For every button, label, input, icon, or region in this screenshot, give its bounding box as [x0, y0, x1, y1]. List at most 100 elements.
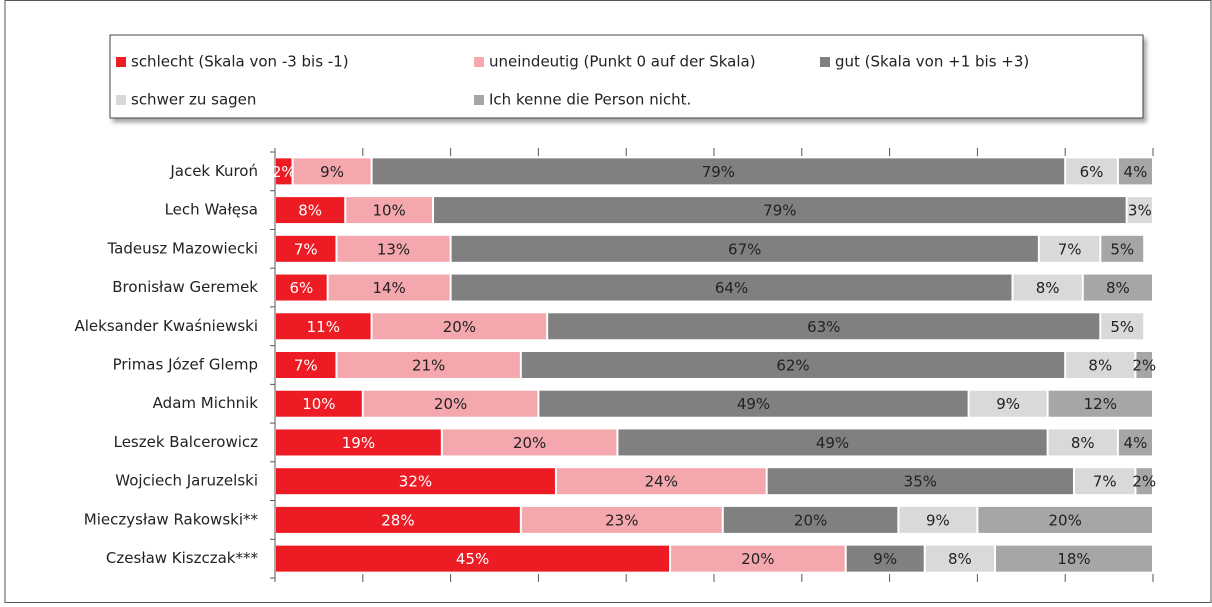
- value-label: 20%: [741, 550, 774, 568]
- value-label: 9%: [320, 163, 344, 181]
- value-label: 7%: [1093, 473, 1117, 491]
- bar-segment: [1013, 274, 1082, 301]
- legend-label: uneindeutig (Punkt 0 auf der Skala): [489, 53, 756, 71]
- legend-label: Ich kenne die Person nicht.: [489, 91, 691, 109]
- y-tick-label: Leszek Balcerowicz: [114, 433, 259, 451]
- value-label: 14%: [372, 279, 405, 297]
- y-tick-label: Bronisław Geremek: [112, 278, 258, 296]
- bar-segment: [1039, 235, 1100, 262]
- value-label: 7%: [294, 240, 318, 258]
- bar-segment: [1048, 390, 1152, 417]
- value-label: 20%: [443, 318, 476, 336]
- bar-segment: [434, 197, 1126, 224]
- value-label: 67%: [728, 240, 761, 258]
- y-tick-label: Czesław Kiszczak***: [106, 549, 259, 567]
- legend-swatch: [474, 95, 484, 105]
- value-label: 20%: [794, 511, 827, 529]
- legend-label: schwer zu sagen: [131, 91, 256, 109]
- bar-segment: [767, 468, 1073, 495]
- value-label: 8%: [1071, 434, 1095, 452]
- value-label: 10%: [372, 202, 405, 220]
- bar-segment: [451, 274, 1012, 301]
- y-tick-label: Tadeusz Mazowiecki: [106, 239, 258, 257]
- y-tick-label: Adam Michnik: [153, 394, 259, 412]
- value-label: 63%: [807, 318, 840, 336]
- value-label: 6%: [1080, 163, 1104, 181]
- value-label: 45%: [456, 550, 489, 568]
- value-label: 8%: [1088, 357, 1112, 375]
- bar-segment: [276, 197, 345, 224]
- value-label: 21%: [412, 357, 445, 375]
- bar-segment: [363, 390, 538, 417]
- bar-segment: [1136, 352, 1152, 378]
- legend-swatch: [116, 95, 126, 105]
- bar-segment: [556, 468, 766, 495]
- bar-segment: [846, 545, 924, 572]
- value-label: 24%: [645, 473, 678, 491]
- y-tick-label: Jacek Kuroń: [169, 162, 258, 180]
- y-tick-label: Lech Wałęsa: [165, 201, 258, 219]
- bar-segment: [899, 506, 977, 533]
- value-label: 8%: [298, 202, 322, 220]
- value-label: 5%: [1110, 240, 1134, 258]
- bar-segment: [1074, 468, 1135, 495]
- value-label: 8%: [1106, 279, 1130, 297]
- bar-segment: [1101, 235, 1144, 262]
- bar-segment: [521, 352, 1065, 378]
- value-label: 2%: [1132, 473, 1156, 491]
- value-label: 8%: [1036, 279, 1060, 297]
- value-label: 5%: [1110, 318, 1134, 336]
- legend-swatch: [474, 57, 484, 67]
- bar-segment: [276, 390, 362, 417]
- bar-segment: [1118, 429, 1152, 456]
- bar-segment: [372, 313, 547, 340]
- bar-segment: [276, 352, 336, 378]
- value-label: 11%: [307, 318, 340, 336]
- bar-segment: [1101, 313, 1144, 340]
- value-label: 13%: [377, 240, 410, 258]
- y-tick-label: Wojciech Jaruzelski: [115, 472, 258, 490]
- bar-segment: [1127, 197, 1152, 224]
- bar-segment: [337, 352, 520, 378]
- bar-segment: [276, 429, 441, 456]
- bar-segment: [293, 158, 371, 185]
- value-label: 2%: [272, 163, 296, 181]
- value-label: 79%: [763, 202, 796, 220]
- bar-segment: [1066, 352, 1135, 378]
- bar-segment: [276, 235, 336, 262]
- bar-segment: [276, 313, 371, 340]
- value-label: 49%: [816, 434, 849, 452]
- legend-label: schlecht (Skala von -3 bis -1): [131, 53, 349, 71]
- value-label: 23%: [605, 511, 638, 529]
- y-tick-label: Primas Józef Glemp: [113, 356, 258, 374]
- bar-segment: [337, 235, 450, 262]
- y-tick-label: Mieczysław Rakowski**: [84, 510, 259, 528]
- value-label: 7%: [1058, 240, 1082, 258]
- value-label: 20%: [513, 434, 546, 452]
- bar-segment: [978, 506, 1152, 533]
- value-label: 2%: [1132, 357, 1156, 375]
- value-label: 64%: [715, 279, 748, 297]
- value-label: 49%: [737, 395, 770, 413]
- y-tick-label: Aleksander Kwaśniewski: [75, 317, 259, 335]
- bar-segment: [1048, 429, 1117, 456]
- value-label: 7%: [294, 357, 318, 375]
- bar-segment: [723, 506, 898, 533]
- legend-box: [109, 34, 1144, 119]
- bar-segment: [618, 429, 1047, 456]
- value-label: 9%: [873, 550, 897, 568]
- bar-segment: [276, 274, 327, 301]
- bar-segment: [925, 545, 994, 572]
- bar-segment: [1083, 274, 1152, 301]
- bar-segment: [276, 506, 520, 533]
- bar-segment: [276, 545, 670, 572]
- bar-segment: [276, 468, 555, 495]
- bar-segment: [1066, 158, 1117, 185]
- value-label: 6%: [289, 279, 313, 297]
- bar-segment: [521, 506, 722, 533]
- value-label: 20%: [434, 395, 467, 413]
- bar-segment: [1118, 158, 1152, 185]
- bar-segment: [451, 235, 1038, 262]
- value-label: 4%: [1124, 434, 1148, 452]
